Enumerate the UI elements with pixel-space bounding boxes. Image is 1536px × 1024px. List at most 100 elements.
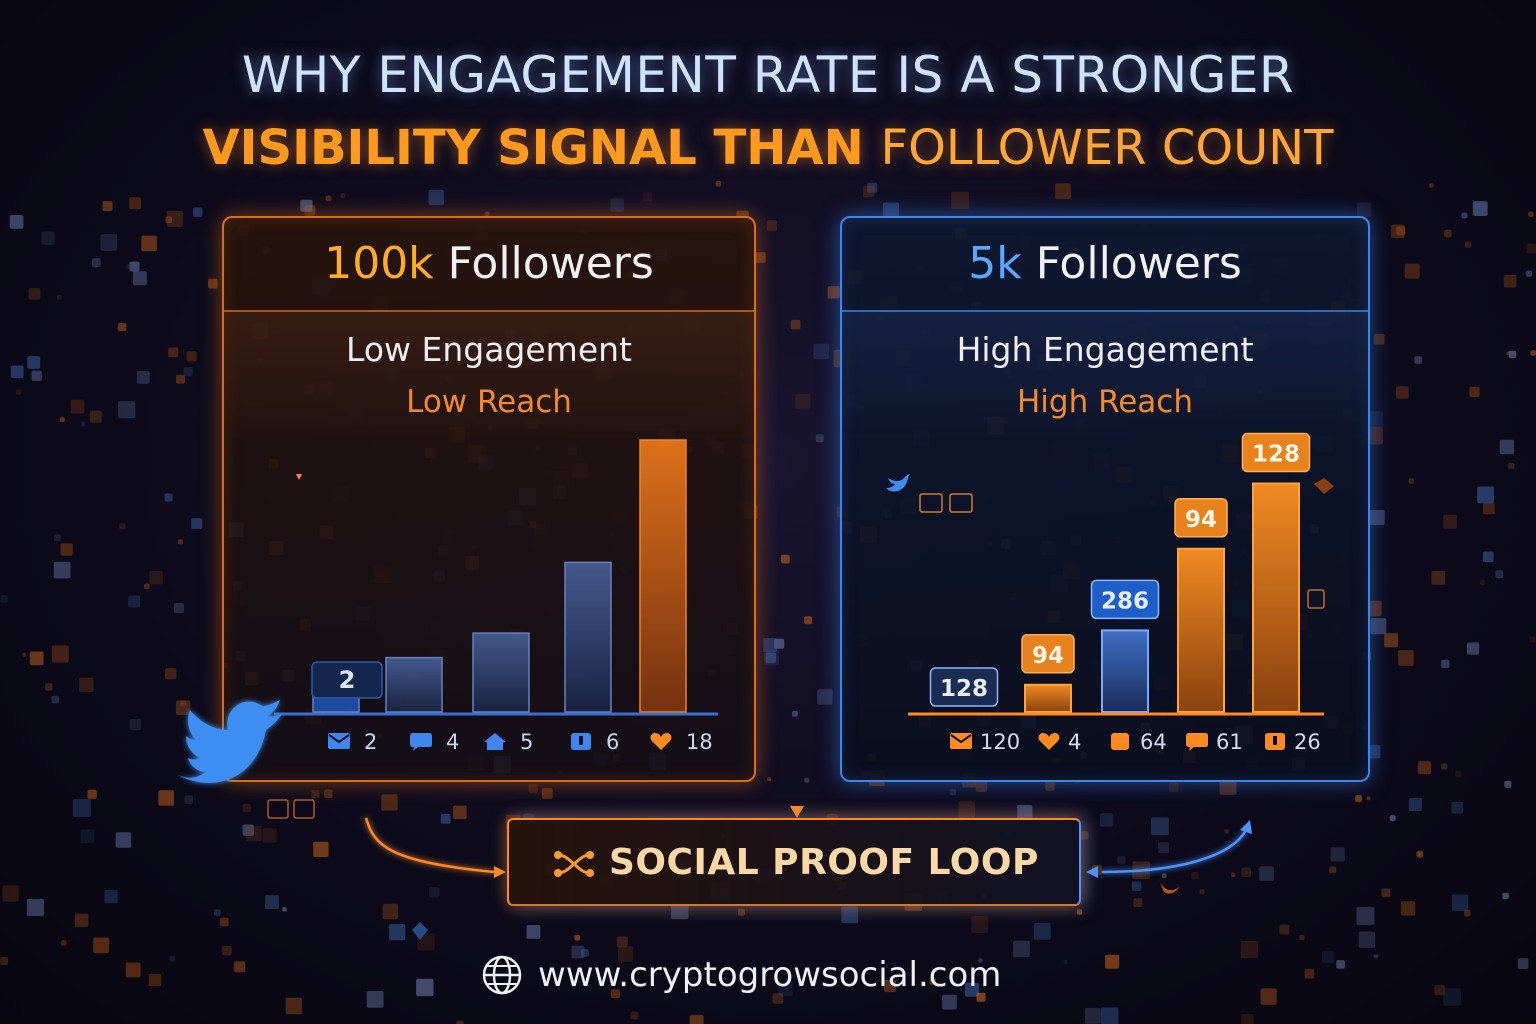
bokeh-dot	[1495, 570, 1504, 579]
bokeh-dot	[87, 789, 97, 799]
bokeh-dot	[93, 937, 109, 954]
bokeh-dot	[0, 595, 8, 603]
bokeh-dot	[1381, 888, 1391, 898]
value-label-box	[1021, 634, 1075, 674]
bokeh-dot	[1370, 618, 1387, 635]
bokeh-dot	[790, 319, 801, 330]
bokeh-dot	[340, 193, 346, 199]
engagement-label: Low Engagement	[346, 330, 632, 369]
decor-square-icon	[1307, 589, 1325, 609]
metric-value: 61	[1216, 730, 1243, 754]
bokeh-dot	[1373, 954, 1378, 959]
bokeh-dot	[242, 803, 251, 813]
bokeh-dot	[382, 903, 398, 920]
bokeh-dot	[92, 258, 101, 267]
bokeh-dot	[1504, 780, 1512, 788]
bokeh-dot	[177, 539, 183, 545]
bokeh-dot	[1133, 898, 1143, 908]
comment-icon	[1186, 733, 1208, 751]
bokeh-dot	[325, 195, 332, 202]
bokeh-dot	[817, 689, 833, 705]
bokeh-dot	[1469, 386, 1480, 398]
engagement-label: High Engagement	[956, 330, 1254, 369]
bokeh-dot	[949, 789, 956, 796]
bokeh-dot	[72, 799, 91, 817]
metric-value: 5	[520, 730, 533, 754]
bokeh-dot	[1396, 226, 1406, 236]
panel-band	[842, 312, 1368, 438]
bokeh-dot	[1366, 796, 1371, 801]
bokeh-dot	[1161, 873, 1167, 879]
bokeh-dot	[813, 343, 829, 359]
bokeh-dot	[1431, 570, 1446, 585]
bokeh-dot	[164, 493, 173, 502]
bokeh-dot	[129, 261, 140, 272]
bokeh-dot	[1373, 333, 1385, 345]
bokeh-dot	[26, 898, 44, 916]
bokeh-dot	[1472, 201, 1488, 216]
value-label-box	[929, 667, 999, 707]
value-label: 286	[1101, 588, 1149, 614]
bird-icon	[886, 474, 910, 492]
high-engagement-chart: 128 94 286 94 128 120 4 64 61 26	[886, 432, 1334, 754]
bokeh-dot	[242, 824, 254, 836]
bokeh-dot	[262, 828, 277, 843]
bokeh-dot	[781, 554, 790, 564]
loop-icon	[554, 851, 594, 877]
comment-icon	[410, 733, 432, 751]
bokeh-dot	[429, 887, 440, 898]
bokeh-dot	[772, 993, 784, 1004]
bokeh-dot	[149, 570, 163, 585]
bokeh-dot	[416, 978, 434, 997]
heart-icon	[650, 733, 672, 750]
bokeh-dot	[125, 264, 131, 269]
bar	[1024, 683, 1072, 713]
bar	[472, 632, 530, 713]
bar	[1177, 547, 1225, 713]
bokeh-dot	[971, 916, 989, 933]
bokeh-dot	[60, 543, 73, 556]
bokeh-dot	[1508, 350, 1517, 359]
bokeh-dot	[208, 278, 218, 289]
bokeh-dot	[51, 645, 69, 663]
bokeh-dot	[0, 957, 9, 966]
bokeh-dot	[118, 322, 127, 332]
bokeh-dot	[1299, 934, 1305, 941]
bokeh-dot	[246, 825, 262, 842]
value-label: 128	[1252, 442, 1300, 468]
bokeh-dot	[136, 371, 150, 384]
bokeh-dot	[60, 940, 67, 946]
decor-square-icon	[919, 493, 943, 513]
bokeh-dot	[1416, 851, 1424, 858]
bokeh-dot	[1033, 922, 1051, 940]
bokeh-dot	[31, 370, 42, 381]
bokeh-dot	[74, 913, 89, 928]
low-engagement-chart: 2 2 4 5 6 18	[274, 439, 718, 754]
value-label: 94	[1032, 643, 1064, 669]
bokeh-dot	[1336, 960, 1345, 969]
bokeh-dot	[184, 795, 193, 804]
bokeh-dot	[1358, 931, 1376, 948]
bokeh-dot	[1045, 781, 1055, 791]
bokeh-dot	[1355, 795, 1362, 802]
bokeh-dot	[1414, 356, 1422, 364]
bokeh-dot	[381, 794, 398, 811]
bokeh-dot	[285, 997, 302, 1015]
high-engagement-panel: 5k Followers High Engagement High Reach …	[840, 216, 1370, 782]
bokeh-dot	[883, 979, 897, 993]
website-url[interactable]: www.cryptogrowsocial.com	[538, 955, 1002, 995]
bokeh-dot	[1400, 901, 1416, 916]
bar	[1101, 629, 1149, 713]
bokeh-dot	[1357, 202, 1372, 217]
bokeh-dot	[1441, 763, 1448, 770]
bokeh-dot	[51, 695, 60, 704]
bokeh-dot	[29, 651, 44, 666]
bokeh-dot	[1467, 642, 1480, 655]
square-icon	[1111, 733, 1129, 750]
bokeh-dot	[141, 235, 157, 252]
bokeh-dot	[1418, 761, 1431, 775]
bokeh-dot	[173, 603, 185, 614]
bokeh-dot	[841, 906, 859, 924]
follower-count: 100k	[324, 238, 434, 289]
bokeh-dot	[610, 198, 624, 212]
